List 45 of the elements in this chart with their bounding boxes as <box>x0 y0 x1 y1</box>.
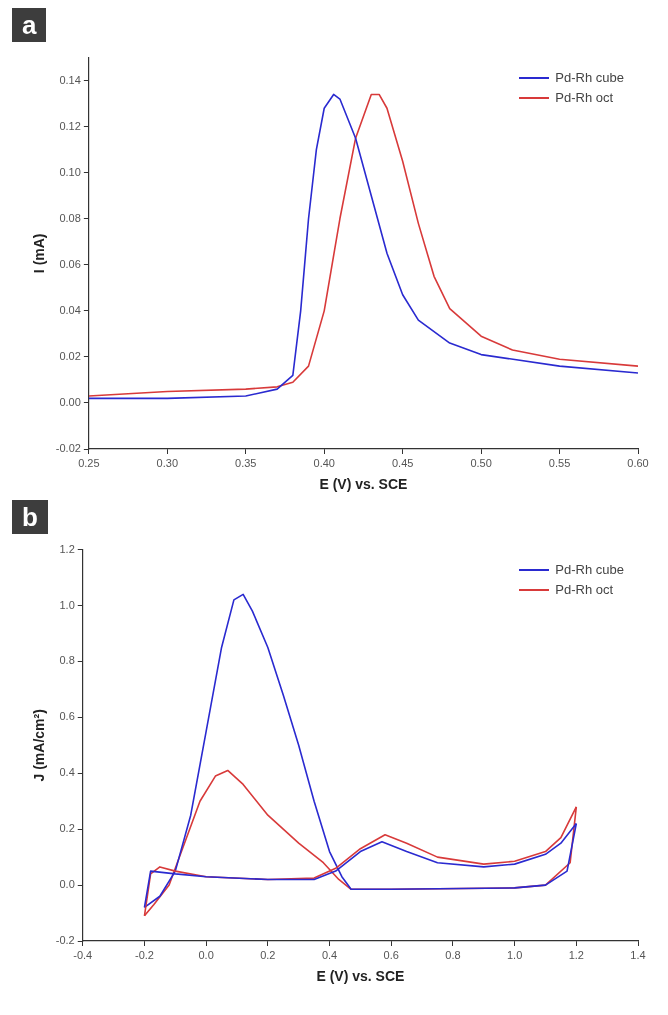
x-tick-label: 0.0 <box>198 948 214 961</box>
x-tick-label: 0.4 <box>321 948 338 961</box>
x-tick-label: 0.6 <box>383 948 399 961</box>
chart-title: b <box>12 500 48 534</box>
y-tick-label: 0.6 <box>59 710 75 723</box>
x-tick-label: 0.25 <box>78 456 100 469</box>
x-tick-label: 0.8 <box>445 948 461 961</box>
y-tick-label: 0.2 <box>59 822 75 835</box>
x-axis-title: E (V) vs. SCE <box>319 476 408 493</box>
x-axis-title: E (V) vs. SCE <box>316 968 405 985</box>
x-tick-label: 0.45 <box>391 456 414 469</box>
legend-label: Pd-Rh cube <box>555 562 624 578</box>
y-axis-title: I (mA) <box>31 233 48 274</box>
y-tick-label: 1.2 <box>59 542 75 555</box>
y-tick-label: 0.08 <box>59 211 81 224</box>
y-tick-label: 0.02 <box>59 349 81 362</box>
legend-label: Pd-Rh oct <box>555 582 614 598</box>
y-tick-label: 0.06 <box>59 257 81 270</box>
y-tick-label: 0.4 <box>59 766 75 779</box>
x-tick-label: 0.30 <box>156 456 179 469</box>
x-tick-label: 0.2 <box>260 948 276 961</box>
x-tick-label: 0.55 <box>548 456 571 469</box>
x-tick-label: -0.4 <box>73 948 93 961</box>
y-tick-label: 0.0 <box>59 878 75 891</box>
x-tick-label: 0.35 <box>235 456 257 469</box>
y-tick-label: -0.02 <box>55 442 81 455</box>
y-tick-label: 1.0 <box>59 598 75 611</box>
y-axis-title: J (mA/cm²) <box>31 709 48 782</box>
legend-label: Pd-Rh oct <box>555 90 614 106</box>
y-tick-label: 0.10 <box>59 165 81 178</box>
x-tick-label: 0.40 <box>313 456 335 469</box>
legend-label: Pd-Rh cube <box>555 70 624 86</box>
x-tick-label: 0.60 <box>627 456 649 469</box>
y-tick-label: 0.00 <box>59 395 81 408</box>
x-tick-label: 1.4 <box>630 948 646 961</box>
y-tick-label: 0.04 <box>59 303 81 316</box>
y-tick-label: 0.12 <box>59 119 81 132</box>
y-tick-label: 0.14 <box>59 73 81 86</box>
x-tick-label: 1.0 <box>506 948 523 961</box>
x-tick-label: -0.2 <box>134 948 154 961</box>
x-tick-label: 1.2 <box>568 948 584 961</box>
x-tick-label: 0.50 <box>470 456 492 469</box>
y-tick-label: 0.8 <box>59 654 75 667</box>
y-tick-label: -0.2 <box>55 934 75 947</box>
chart-title: a <box>12 8 47 42</box>
